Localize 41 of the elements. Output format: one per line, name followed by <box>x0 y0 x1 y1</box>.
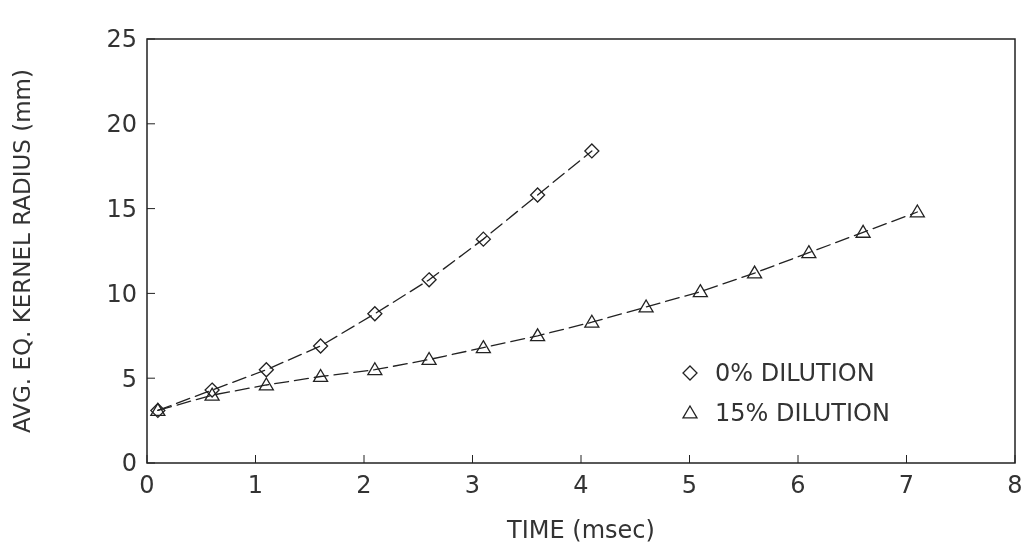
y-tick-label: 15 <box>106 195 137 223</box>
x-tick-label: 4 <box>573 471 589 499</box>
point <box>855 224 871 238</box>
legend-label: 0% DILUTION <box>715 359 875 388</box>
point <box>421 272 437 288</box>
point <box>475 340 491 354</box>
x-tick-label: 8 <box>1007 471 1023 499</box>
point <box>638 299 654 313</box>
point <box>584 314 600 328</box>
x-axis-title: TIME (msec) <box>506 516 655 544</box>
x-tick-label: 7 <box>898 471 915 499</box>
y-tick-label: 25 <box>106 25 137 54</box>
x-tick-label: 1 <box>247 471 264 499</box>
point <box>909 204 925 218</box>
point <box>692 284 708 298</box>
point <box>367 306 383 322</box>
point <box>746 265 763 279</box>
y-tick-label: 10 <box>106 279 137 308</box>
point <box>529 328 546 342</box>
y-axis-title: AVG. EQ. KERNEL RADIUS (mm) <box>9 69 35 433</box>
point <box>258 377 274 391</box>
point <box>801 245 817 259</box>
x-tick-label: 5 <box>681 471 698 499</box>
y-tick-label: 0 <box>121 449 137 478</box>
point <box>367 362 383 376</box>
point <box>421 351 437 366</box>
point <box>529 187 546 203</box>
y-tick-label: 20 <box>106 110 137 139</box>
y-tick-label: 5 <box>121 364 137 393</box>
point <box>312 338 329 354</box>
point <box>204 387 220 401</box>
point <box>475 231 491 247</box>
point <box>258 362 274 378</box>
x-tick-label: 0 <box>139 471 155 499</box>
legend-label: 15% DILUTION <box>715 399 890 428</box>
x-tick-label: 3 <box>464 471 481 499</box>
x-tick-label: 2 <box>356 471 372 499</box>
x-tick-label: 6 <box>790 471 806 499</box>
point <box>312 368 329 383</box>
point <box>204 382 220 398</box>
point <box>584 143 600 159</box>
